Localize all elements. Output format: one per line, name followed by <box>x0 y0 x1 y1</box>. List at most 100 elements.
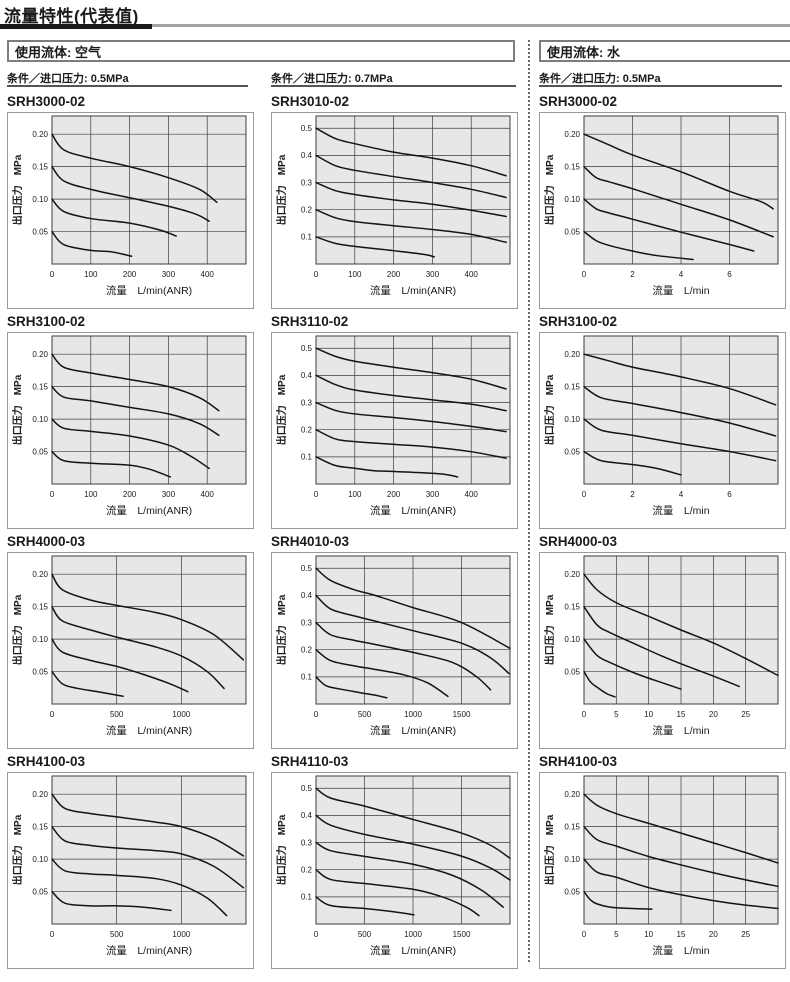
condition-air-0.7mpa: 条件／进口压力: 0.7MPa <box>271 70 516 87</box>
x-tick-labels: 0 100 200 300 400 <box>314 270 479 279</box>
x-tick-label: 200 <box>123 270 137 279</box>
fluid-box-air: 使用流体: 空气 <box>7 40 515 62</box>
x-tick-label: 0 <box>582 930 587 939</box>
x-axis-label: 流量 L/min <box>652 724 709 737</box>
x-tick-label: 400 <box>465 270 479 279</box>
x-tick-label: 300 <box>162 270 176 279</box>
x-tick-label: 2 <box>630 270 635 279</box>
x-tick-labels: 0 100 200 300 400 <box>314 490 479 499</box>
x-tick-label: 25 <box>741 710 750 719</box>
y-tick-labels: 0.05 0.10 0.15 0.20 <box>32 130 48 236</box>
chart-panel: 0.05 0.10 0.15 0.20 0 5 10 15 20 25 流量 L/min 出口压力 M… <box>539 552 786 749</box>
x-axis-label: 流量 L/min <box>652 504 709 517</box>
x-tick-label: 100 <box>84 490 98 499</box>
x-tick-label: 100 <box>84 270 98 279</box>
x-tick-label: 20 <box>709 930 718 939</box>
x-axis-label: 流量 L/min <box>652 284 709 297</box>
title-rule-accent <box>0 24 152 29</box>
chart-panel: 0.05 0.10 0.15 0.20 0 100 200 300 400 流量 L/min(AN… <box>7 112 254 309</box>
curve-set-0.05mpa <box>583 890 653 910</box>
curve-set-0.1mpa <box>315 456 459 478</box>
y-tick-label: 0.10 <box>32 855 48 864</box>
chart-panel: 0.05 0.10 0.15 0.20 0 100 200 300 400 流量 L/min(AN… <box>7 332 254 529</box>
curve-set-0.1mpa <box>315 236 436 258</box>
plot-border <box>315 115 511 265</box>
y-tick-label: 0.3 <box>301 178 313 187</box>
x-tick-label: 1000 <box>172 930 190 939</box>
y-axis-label: 出口压力 MPa <box>11 814 24 885</box>
chart-panel: 0.05 0.10 0.15 0.20 0 500 1000 流量 L/min(ANR) 出口压… <box>7 772 254 969</box>
grid-lines <box>52 336 246 484</box>
x-tick-label: 400 <box>201 490 215 499</box>
chart-canvas: 0.05 0.10 0.15 0.20 0 5 10 15 20 25 流量 L/min 出口压力 M… <box>543 555 779 737</box>
curve-set-0.5mpa <box>315 787 511 860</box>
plot-border <box>583 115 779 265</box>
x-tick-label: 0 <box>582 710 587 719</box>
y-tick-label: 0.1 <box>301 453 313 462</box>
x-tick-label: 1000 <box>404 930 422 939</box>
x-tick-label: 0 <box>314 270 319 279</box>
grid-lines <box>52 116 246 264</box>
x-tick-label: 15 <box>677 710 686 719</box>
section-divider-dashed <box>528 40 530 962</box>
plot-area <box>316 116 510 264</box>
x-tick-label: 6 <box>727 270 732 279</box>
x-tick-label: 0 <box>50 930 55 939</box>
curve-set-0.05mpa <box>51 890 172 912</box>
chart-canvas: 0.05 0.10 0.15 0.20 0 2 4 6 流量 L/min 出口压力 MPa <box>543 335 779 517</box>
x-tick-label: 4 <box>679 490 684 499</box>
x-tick-label: 500 <box>358 710 372 719</box>
curve-group <box>583 573 779 698</box>
y-axis-label: 出口压力 MPa <box>543 374 556 445</box>
x-tick-label: 6 <box>727 490 732 499</box>
x-tick-label: 10 <box>644 930 653 939</box>
y-tick-label: 0.05 <box>32 447 48 456</box>
y-tick-label: 0.15 <box>32 382 48 391</box>
chart-panel: 0.05 0.10 0.15 0.20 0 2 4 6 流量 L/min 出口压力 MPa <box>539 112 786 309</box>
curve-group <box>315 567 511 699</box>
x-axis-label: 流量 L/min(ANR) <box>106 504 192 517</box>
chart-panel: 0.1 0.2 0.3 0.4 0.5 0 500 1000 1500 流量 L/min(ANR)… <box>271 772 518 969</box>
curve-set-0.15mpa <box>51 605 225 690</box>
chart-canvas: 0.1 0.2 0.3 0.4 0.5 0 100 200 300 400 流量 L/min(ANR… <box>275 115 511 297</box>
x-tick-label: 0 <box>314 710 319 719</box>
chart-title: SRH4000-03 <box>539 534 618 549</box>
plot-border <box>583 555 779 705</box>
x-tick-label: 0 <box>314 930 319 939</box>
y-tick-label: 0.2 <box>301 205 313 214</box>
y-tick-label: 0.4 <box>301 151 313 160</box>
curve-set-0.2mpa <box>51 573 245 661</box>
y-tick-label: 0.20 <box>32 350 48 359</box>
y-axis-label: 出口压力 MPa <box>11 374 24 445</box>
chart-canvas: 0.05 0.10 0.15 0.20 0 500 1000 流量 L/min(ANR) 出口压… <box>11 555 247 737</box>
y-tick-labels: 0.1 0.2 0.3 0.4 0.5 <box>301 344 313 462</box>
chart-canvas: 0.05 0.10 0.15 0.20 0 100 200 300 400 流量 L/min(AN… <box>11 335 247 517</box>
condition-water-0.5mpa: 条件／进口压力: 0.5MPa <box>539 70 782 87</box>
plot-border <box>583 335 779 485</box>
y-tick-label: 0.10 <box>32 195 48 204</box>
y-tick-label: 0.1 <box>301 673 313 682</box>
y-tick-label: 0.15 <box>564 822 580 831</box>
grid-lines <box>52 776 246 924</box>
x-tick-labels: 0 500 1000 <box>50 710 191 719</box>
curve-group <box>315 787 511 917</box>
curve-group <box>51 353 220 478</box>
x-axis-label: 流量 L/min(ANR) <box>370 504 456 517</box>
y-tick-labels: 0.1 0.2 0.3 0.4 0.5 <box>301 784 313 902</box>
chart-canvas: 0.1 0.2 0.3 0.4 0.5 0 500 1000 1500 流量 L/min(ANR)… <box>275 555 511 737</box>
curve-set-0.2mpa <box>583 353 777 406</box>
chart-title: SRH3000-02 <box>539 94 618 109</box>
y-tick-label: 0.05 <box>564 447 580 456</box>
curve-set-0.2mpa <box>315 208 507 244</box>
y-tick-labels: 0.1 0.2 0.3 0.4 0.5 <box>301 564 313 682</box>
x-tick-label: 0 <box>50 710 55 719</box>
chart-SRH3100-02-air: SRH3100-02 0.05 0.10 0.15 0.20 0 100 200 300 400 流… <box>7 314 254 529</box>
grid-lines <box>584 556 778 704</box>
x-axis-label: 流量 L/min(ANR) <box>106 944 192 957</box>
y-tick-label: 0.10 <box>32 415 48 424</box>
y-tick-labels: 0.05 0.10 0.15 0.20 <box>564 790 580 896</box>
y-tick-label: 0.10 <box>564 195 580 204</box>
x-tick-label: 4 <box>679 270 684 279</box>
y-tick-label: 0.15 <box>564 162 580 171</box>
chart-canvas: 0.05 0.10 0.15 0.20 0 100 200 300 400 流量 L/min(AN… <box>11 115 247 297</box>
